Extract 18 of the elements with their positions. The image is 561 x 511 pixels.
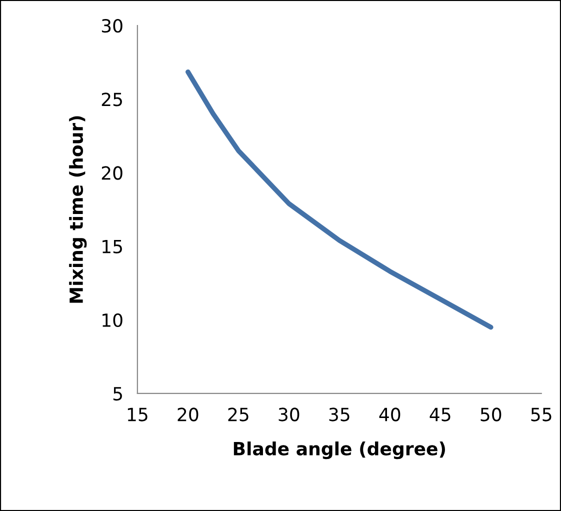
- y-tick-label: 20: [102, 166, 122, 180]
- x-tick-label: 35: [329, 408, 350, 422]
- x-tick-label: 40: [379, 408, 400, 422]
- y-tick-label: 5: [113, 387, 122, 401]
- y-tick-label: 30: [102, 19, 122, 33]
- y-axis-title: Mixing time (hour): [69, 116, 87, 303]
- y-tick-label: 15: [102, 240, 122, 254]
- x-tick-label: 45: [430, 408, 450, 422]
- x-tick-label: 50: [480, 408, 502, 422]
- x-tick-label: 15: [128, 408, 148, 422]
- y-tick-label: 25: [102, 92, 122, 106]
- x-tick-label: 25: [228, 408, 248, 422]
- x-axis-title: Blade angle (degree): [234, 442, 445, 460]
- y-tick-label: 10: [102, 313, 122, 327]
- x-tick-label: 55: [531, 408, 552, 422]
- x-tick-label: 20: [178, 408, 198, 422]
- line-series: [186, 69, 494, 330]
- x-tick-label: 30: [278, 408, 300, 422]
